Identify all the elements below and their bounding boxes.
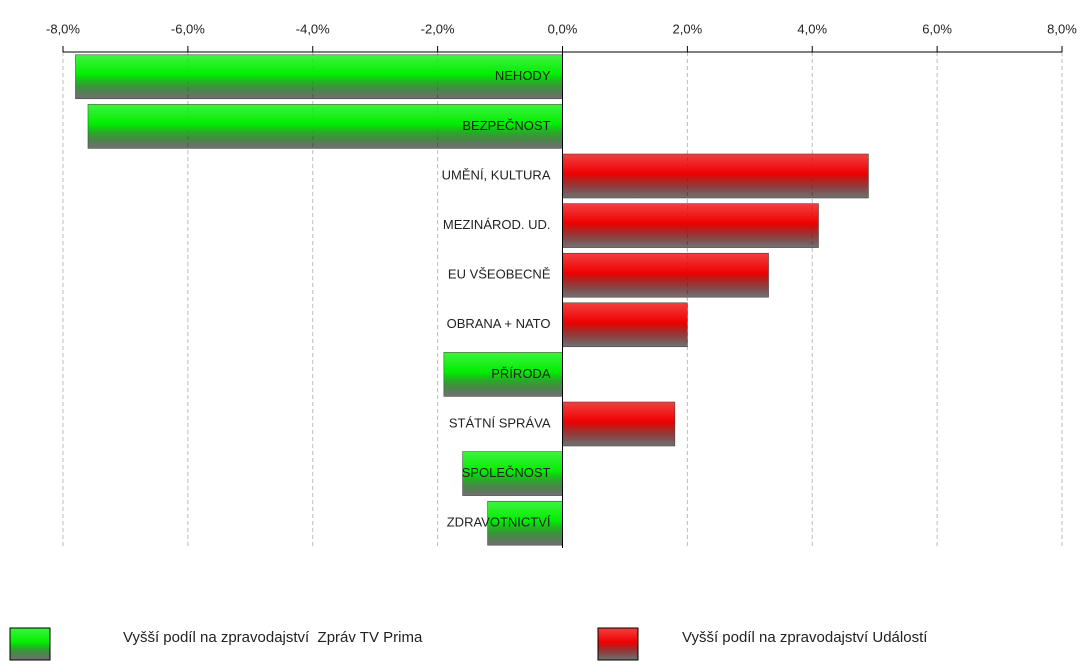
x-tick-label: -4,0% (296, 21, 330, 36)
category-label: BEZPEČNOST (462, 118, 550, 133)
bar (487, 500, 563, 546)
category-label: UMĚNÍ, KULTURA (442, 167, 551, 182)
bar (462, 451, 563, 496)
bar (443, 352, 563, 397)
bar (562, 302, 688, 348)
category-label: ZDRAVOTNICTVÍ (447, 515, 551, 530)
legend-label: Vyšší podíl na zpravodajství Zpráv TV Pr… (123, 629, 423, 646)
bars (75, 54, 869, 546)
category-label: PŘÍRODA (491, 366, 551, 381)
legend-swatch (597, 627, 639, 661)
x-tick-label: 4,0% (797, 21, 827, 36)
bar (562, 203, 819, 248)
x-tick-label: 8,0% (1047, 21, 1077, 36)
x-tick-label: -8,0% (46, 21, 80, 36)
bar (87, 104, 563, 149)
category-label: MEZINÁROD. UD. (443, 217, 551, 232)
bar (562, 401, 676, 447)
bar (562, 252, 769, 298)
category-label: STÁTNÍ SPRÁVA (449, 415, 551, 430)
x-tick-label: 6,0% (922, 21, 952, 36)
x-tick-label: -6,0% (171, 21, 205, 36)
category-label: EU VŠEOBECNĚ (448, 267, 551, 282)
category-label: NEHODY (495, 68, 551, 83)
x-tick-label: 2,0% (673, 21, 703, 36)
category-label: OBRANA + NATO (447, 316, 551, 331)
legend-label: Vyšší podíl na zpravodajství Událostí (682, 629, 928, 646)
category-label: SPOLEČNOST (462, 465, 551, 480)
x-tick-label: -2,0% (421, 21, 455, 36)
legend-swatch (9, 627, 51, 661)
bar (75, 54, 563, 100)
x-tick-label: 0,0% (548, 21, 578, 36)
bar (562, 153, 869, 199)
